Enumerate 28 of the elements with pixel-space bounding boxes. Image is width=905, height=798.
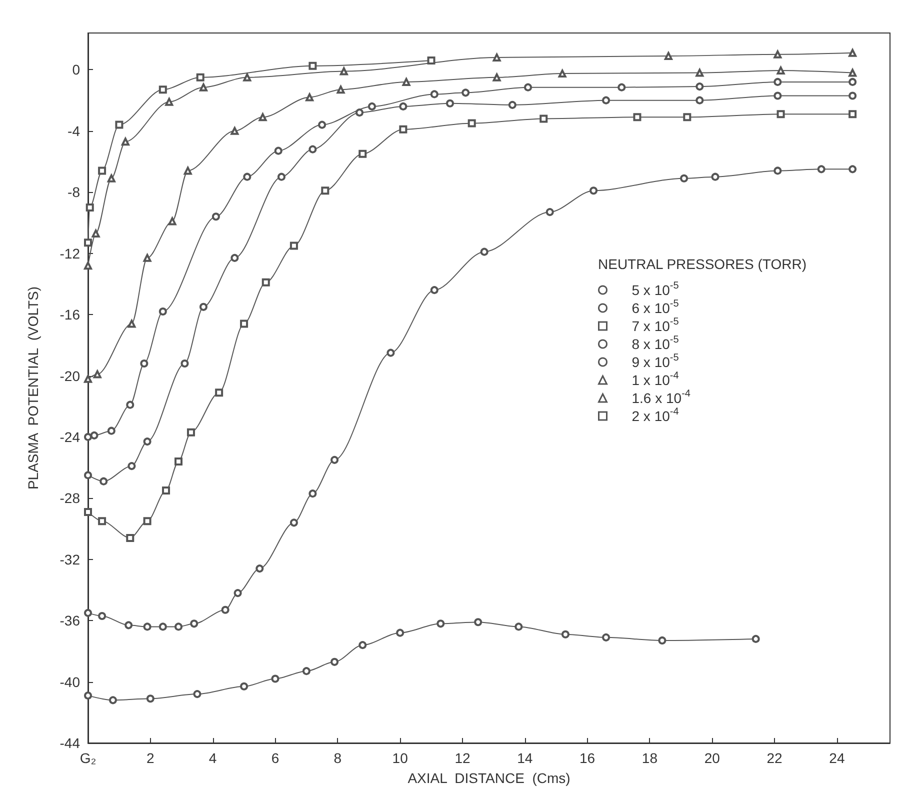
x-tick-label: 6	[271, 750, 280, 766]
y-tick-label: 0	[72, 62, 80, 78]
y-tick-label: -16	[60, 306, 80, 323]
y-tick-label: -28	[60, 490, 80, 506]
legend-title: NEUTRAL PRESSORES (TORR)	[598, 256, 806, 272]
x-tick-label: 14	[517, 750, 533, 766]
y-tick-label: -12	[60, 245, 80, 262]
x-tick-label: 18	[642, 750, 658, 766]
x-tick-label: 12	[454, 750, 470, 766]
x-tick-label: 2	[146, 750, 155, 766]
y-tick-label: -8	[68, 184, 80, 200]
x-tick-label: 16	[580, 750, 596, 766]
x-tick-label: 8	[334, 750, 342, 766]
y-tick-label: -32	[60, 551, 80, 568]
x-tick-label: 24	[829, 750, 845, 766]
x-axis-title: AXIAL DISTANCE (Cms)	[408, 770, 570, 786]
y-tick-label: -40	[60, 674, 80, 690]
y-tick-label: -20	[60, 368, 80, 384]
y-tick-label: -4	[68, 122, 80, 139]
x-tick-label: 10	[392, 750, 408, 766]
y-tick-label: -24	[60, 428, 80, 445]
y-tick-label: -36	[60, 612, 80, 629]
x-tick-label: 4	[208, 750, 217, 766]
y-axis-title: PLASMA POTENTIAL (VOLTS)	[25, 286, 41, 490]
y-tick-label: -44	[60, 735, 80, 751]
x-tick-label: 22	[766, 750, 783, 766]
x-tick-label: G₂	[80, 750, 96, 766]
x-tick-label: 20	[704, 750, 720, 766]
